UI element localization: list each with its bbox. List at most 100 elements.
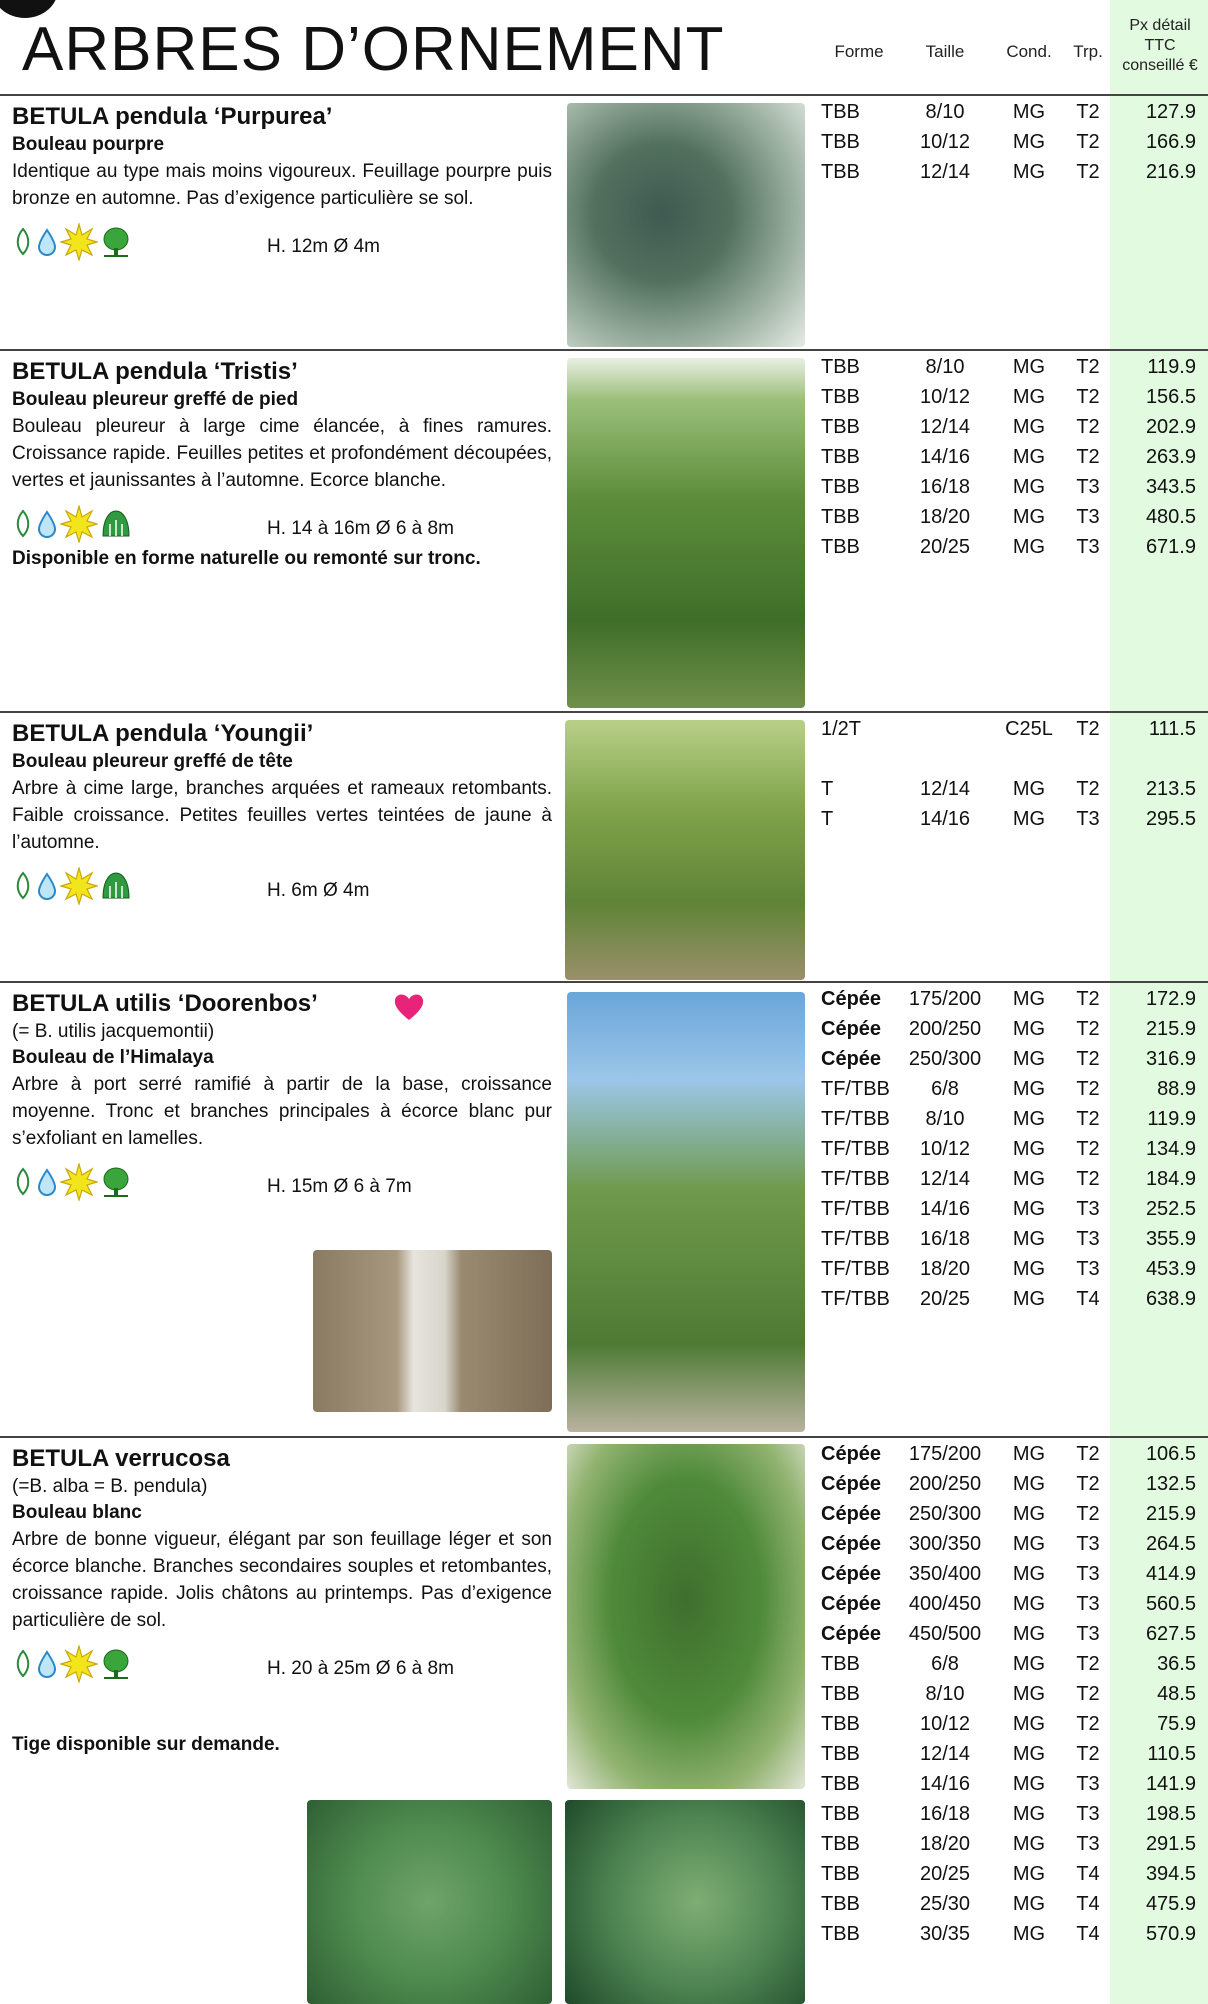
forme: Cépée [821,1503,881,1526]
taille: 10/12 [905,131,985,154]
cond: MG [990,1863,1068,1886]
price: 480.5 [1110,506,1196,529]
forme: Cépée [821,988,881,1011]
taille: 14/16 [905,1773,985,1796]
forme: TF/TBB [821,1168,890,1191]
separator [0,711,1208,713]
price-row: TBB8/10MGT2127.9 [808,98,1208,128]
price: 202.9 [1110,416,1196,439]
forme: TBB [821,1833,860,1856]
forme: TF/TBB [821,1138,890,1161]
cond: MG [990,1168,1068,1191]
trp: T3 [1070,1593,1106,1616]
price-row: TF/TBB6/8MGT288.9 [808,1075,1208,1105]
trp: T2 [1070,1078,1106,1101]
care-icons: H. 14 à 16m Ø 6 à 8m [12,504,552,544]
price: 316.9 [1110,1048,1196,1071]
icon [12,227,34,257]
forme: TBB [821,101,860,124]
cond: MG [990,446,1068,469]
taille: 16/18 [905,1803,985,1826]
cond: C25L [990,718,1068,741]
icon [100,870,132,902]
separator [0,349,1208,351]
forme: TF/TBB [821,1078,890,1101]
trp: T2 [1070,1683,1106,1706]
forme: TBB [821,1653,860,1676]
trp: T2 [1070,131,1106,154]
cond: MG [990,988,1068,1011]
trp: T3 [1070,1623,1106,1646]
taille: 16/18 [905,476,985,499]
common-name: Bouleau pourpre [12,132,552,158]
taille: 12/14 [905,1168,985,1191]
taille: 20/25 [905,1288,985,1311]
taille: 10/12 [905,386,985,409]
taille: 25/30 [905,1893,985,1916]
dimensions: H. 14 à 16m Ø 6 à 8m [267,518,454,540]
taille: 200/250 [905,1018,985,1041]
trp: T2 [1070,446,1106,469]
price: 198.5 [1110,1803,1196,1826]
cond: MG [990,1443,1068,1466]
price: 134.9 [1110,1138,1196,1161]
cond: MG [990,1288,1068,1311]
trp: T2 [1070,718,1106,741]
forme: TBB [821,356,860,379]
taille: 20/25 [905,536,985,559]
icon [36,871,58,901]
cond: MG [990,1683,1068,1706]
care-icons: H. 20 à 25m Ø 6 à 8m [12,1644,552,1684]
photo [565,1800,805,2004]
product-info: BETULA pendula ‘Purpurea’Bouleau pourpre… [12,102,552,262]
icon [36,1167,58,1197]
trp: T3 [1070,1198,1106,1221]
trp: T2 [1070,988,1106,1011]
forme: TBB [821,1923,860,1946]
price: 216.9 [1110,161,1196,184]
product-name: BETULA verrucosa [12,1444,552,1474]
price: 627.5 [1110,1623,1196,1646]
taille: 12/14 [905,1743,985,1766]
cond: MG [990,1803,1068,1826]
taille: 8/10 [905,1683,985,1706]
trp: T2 [1070,1443,1106,1466]
forme: TBB [821,416,860,439]
cond: MG [990,1713,1068,1736]
icon [60,1163,98,1201]
price-row: TF/TBB10/12MGT2134.9 [808,1135,1208,1165]
cond: MG [990,1833,1068,1856]
price-rows: 1/2TC25LT2111.5T12/14MGT2213.5T14/16MGT3… [808,715,1208,835]
taille: 30/35 [905,1923,985,1946]
cond: MG [990,778,1068,801]
cond: MG [990,386,1068,409]
price: 215.9 [1110,1503,1196,1526]
photo [313,1250,552,1412]
column-header: Forme [826,42,892,62]
taille: 450/500 [905,1623,985,1646]
taille: 175/200 [905,1443,985,1466]
taille: 12/14 [905,778,985,801]
forme: TBB [821,1803,860,1826]
common-name: Bouleau pleureur greffé de tête [12,749,552,775]
cond: MG [990,1893,1068,1916]
price-row: TBB18/20MGT3480.5 [808,503,1208,533]
price-row: TF/TBB18/20MGT3453.9 [808,1255,1208,1285]
product-name: BETULA pendula ‘Tristis’ [12,357,552,387]
price: 141.9 [1110,1773,1196,1796]
icon [12,871,34,901]
cond: MG [990,1258,1068,1281]
forme: TBB [821,1713,860,1736]
trp: T3 [1070,1228,1106,1251]
forme: TBB [821,506,860,529]
cond: MG [990,1138,1068,1161]
trp: T2 [1070,1138,1106,1161]
trp: T2 [1070,356,1106,379]
product-name: BETULA pendula ‘Purpurea’ [12,102,552,132]
icon [12,1649,34,1679]
